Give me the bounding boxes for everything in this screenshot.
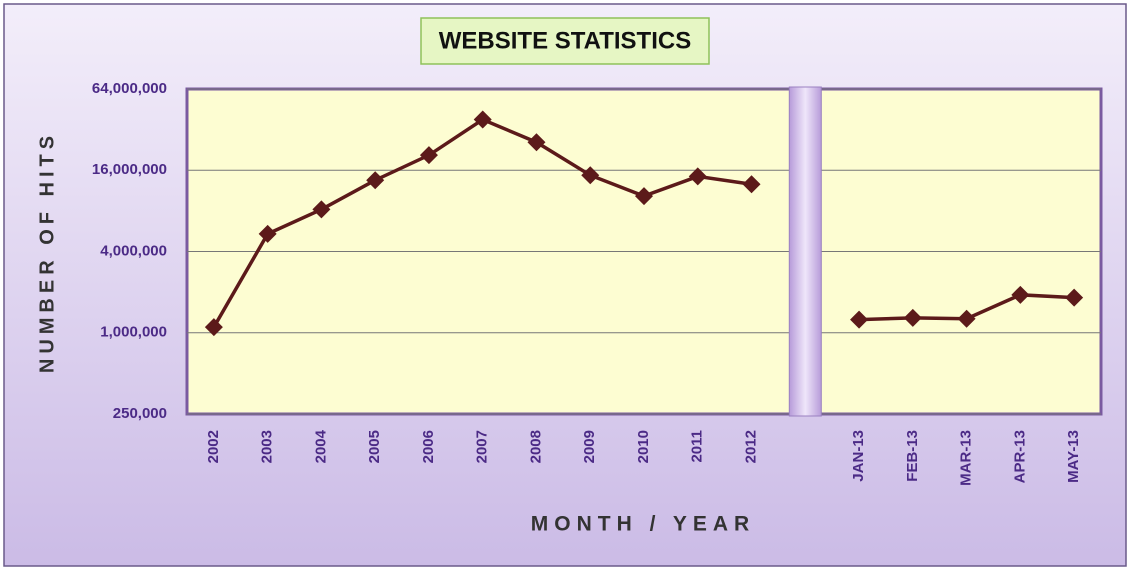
data-marker: [258, 224, 277, 243]
x-tick-label: 2008: [527, 430, 544, 463]
x-tick-label: 2011: [689, 430, 706, 463]
x-tick-label: 2010: [635, 430, 652, 463]
data-marker: [312, 200, 331, 219]
chart-title: WEBSITE STATISTICS: [439, 27, 691, 54]
data-marker: [742, 175, 761, 194]
x-tick-label: 2004: [312, 429, 329, 463]
x-tick-label: MAY-13: [1065, 430, 1082, 483]
x-axis-title: MONTH / YEAR: [531, 513, 755, 536]
x-tick-label: 2002: [205, 430, 222, 463]
data-marker: [419, 146, 438, 165]
y-tick-label: 4,000,000: [100, 242, 167, 259]
y-tick-label: 1,000,000: [100, 324, 167, 341]
x-tick-label: APR-13: [1011, 430, 1028, 483]
y-axis-title: NUMBER OF HITS: [36, 131, 58, 373]
x-tick-label: 2005: [366, 430, 383, 463]
data-marker: [635, 187, 653, 206]
x-tick-label: 2007: [474, 430, 491, 463]
x-tick-label: FEB-13: [904, 430, 921, 482]
data-marker: [957, 309, 976, 328]
y-tick-label: 250,000: [113, 405, 167, 422]
data-marker: [850, 310, 869, 329]
data-marker: [527, 133, 546, 152]
data-marker: [1065, 288, 1084, 307]
data-marker: [581, 166, 600, 185]
x-tick-label: 2012: [742, 430, 759, 463]
data-marker: [366, 171, 385, 190]
gap-band: [788, 86, 822, 417]
data-marker: [204, 318, 223, 337]
data-marker: [1011, 285, 1030, 304]
title-box: [420, 17, 710, 65]
data-marker: [903, 308, 922, 327]
x-tick-label: 2009: [581, 430, 598, 463]
data-marker: [688, 167, 707, 186]
x-tick-label: 2003: [259, 430, 276, 463]
y-tick-label: 64,000,000: [92, 80, 167, 97]
data-marker: [473, 110, 492, 129]
x-tick-label: MAR-13: [958, 430, 975, 486]
y-tick-label: 16,000,000: [92, 161, 167, 178]
x-tick-label: 2006: [420, 430, 437, 463]
x-tick-label: JAN-13: [850, 430, 867, 482]
